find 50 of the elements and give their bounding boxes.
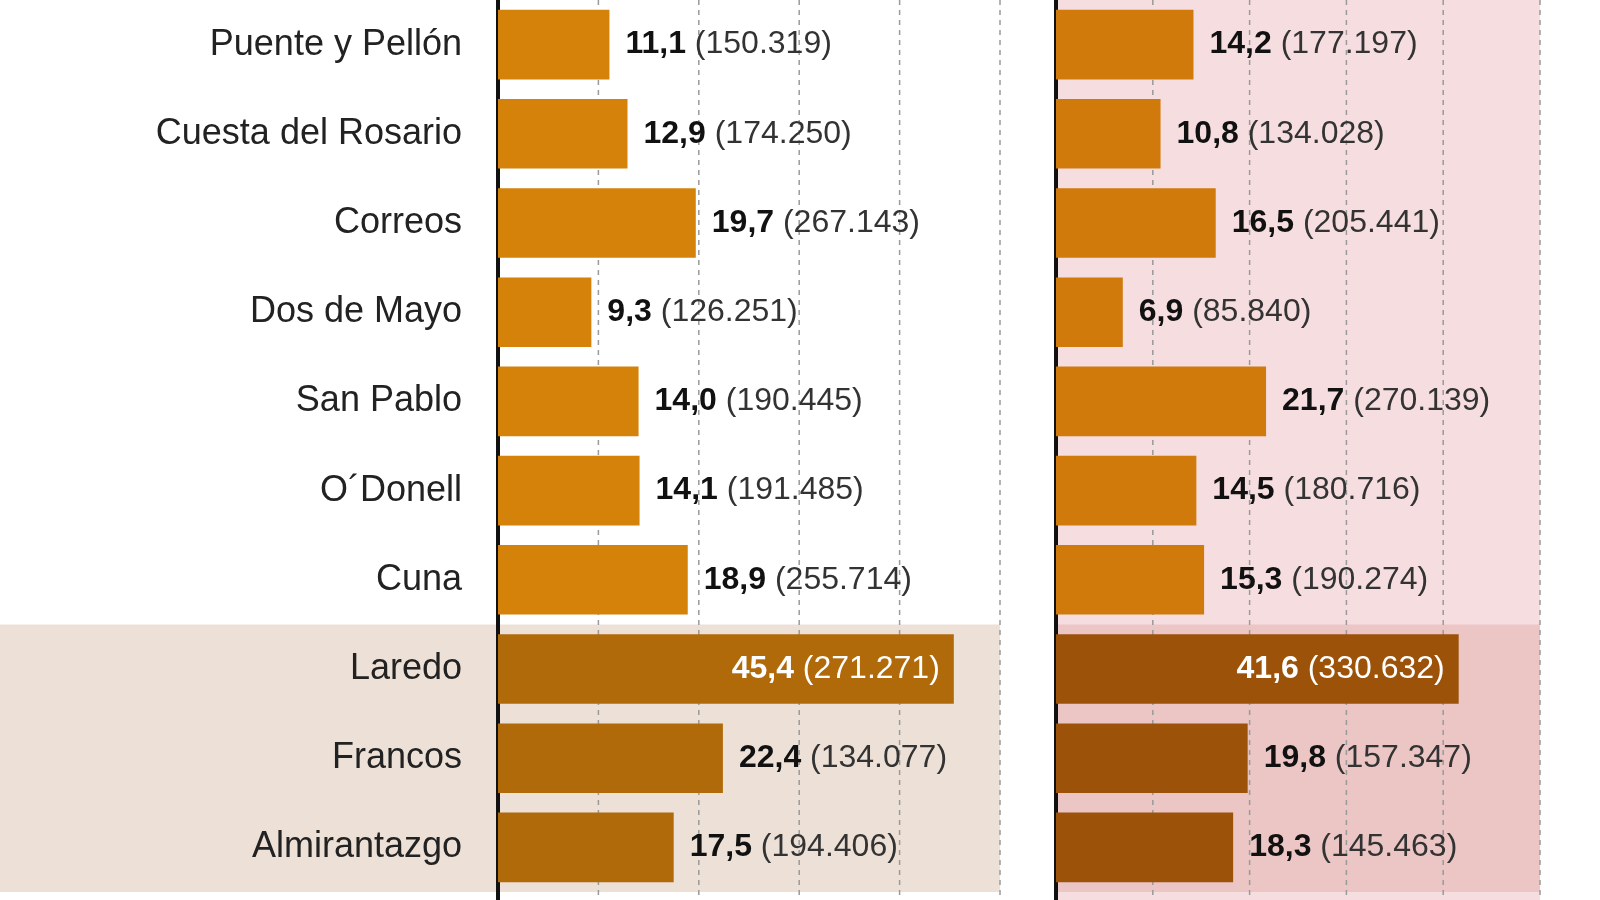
bar [498, 723, 723, 793]
y-tick-label: Correos [333, 199, 462, 241]
data-label: 6,9 (85.840) [1138, 292, 1312, 329]
data-label: 16,5 (205.441) [1231, 202, 1440, 239]
data-label: 14,5 (180.716) [1212, 470, 1421, 507]
bar [498, 188, 696, 258]
y-tick-label: Dos de Mayo [249, 289, 462, 331]
data-label: 12,9 (174.250) [643, 113, 852, 150]
bar [498, 99, 628, 169]
data-label: 21,7 (270.139) [1282, 381, 1491, 418]
y-tick-label: Cuna [375, 556, 463, 598]
data-label: 18,3 (145.463) [1249, 827, 1458, 864]
data-label: 19,7 (267.143) [711, 202, 920, 239]
bar [1056, 723, 1248, 793]
bar [498, 812, 674, 883]
data-label: 14,1 (191.485) [655, 470, 864, 507]
bar [1056, 812, 1234, 883]
y-tick-label: San Pablo [295, 378, 462, 420]
bar [498, 634, 954, 704]
y-tick-label: Almirantazgo [251, 824, 462, 866]
bar [1056, 455, 1197, 526]
bar [1056, 366, 1267, 437]
y-tick-label: Cuesta del Rosario [155, 110, 462, 152]
data-label: 17,5 (194.406) [689, 827, 898, 864]
data-label: 9,3 (126.251) [607, 292, 798, 329]
data-label: 14,0 (190.445) [654, 381, 863, 418]
bar [498, 366, 639, 437]
data-label: 10,8 (134.028) [1176, 113, 1385, 150]
data-label: 18,9 (255.714) [703, 559, 912, 596]
data-label: 11,1 (150.319) [625, 24, 832, 61]
bar [1056, 634, 1459, 704]
data-label: 14,2 (177.197) [1209, 24, 1418, 61]
bar [498, 455, 640, 526]
data-label: 22,4 (134.077) [738, 738, 948, 775]
data-label: 19,8 (157.347) [1263, 738, 1472, 775]
y-tick-label: Francos [331, 735, 462, 777]
bar [498, 277, 592, 347]
bar [1056, 188, 1216, 258]
y-tick-label: Laredo [349, 645, 462, 687]
y-tick-label: Puente y Pellón [209, 21, 462, 63]
bar [1056, 277, 1123, 347]
data-label: 45,4 (271.271) [731, 648, 940, 685]
y-tick-label: O´Donell [319, 467, 462, 509]
data-label: 41,6 (330.632) [1236, 648, 1445, 685]
data-label: 15,3 (190.274) [1220, 559, 1429, 596]
bar [498, 9, 610, 80]
bar [1056, 545, 1205, 615]
bar [1056, 99, 1161, 169]
bar [498, 545, 688, 615]
bar [1056, 9, 1194, 80]
